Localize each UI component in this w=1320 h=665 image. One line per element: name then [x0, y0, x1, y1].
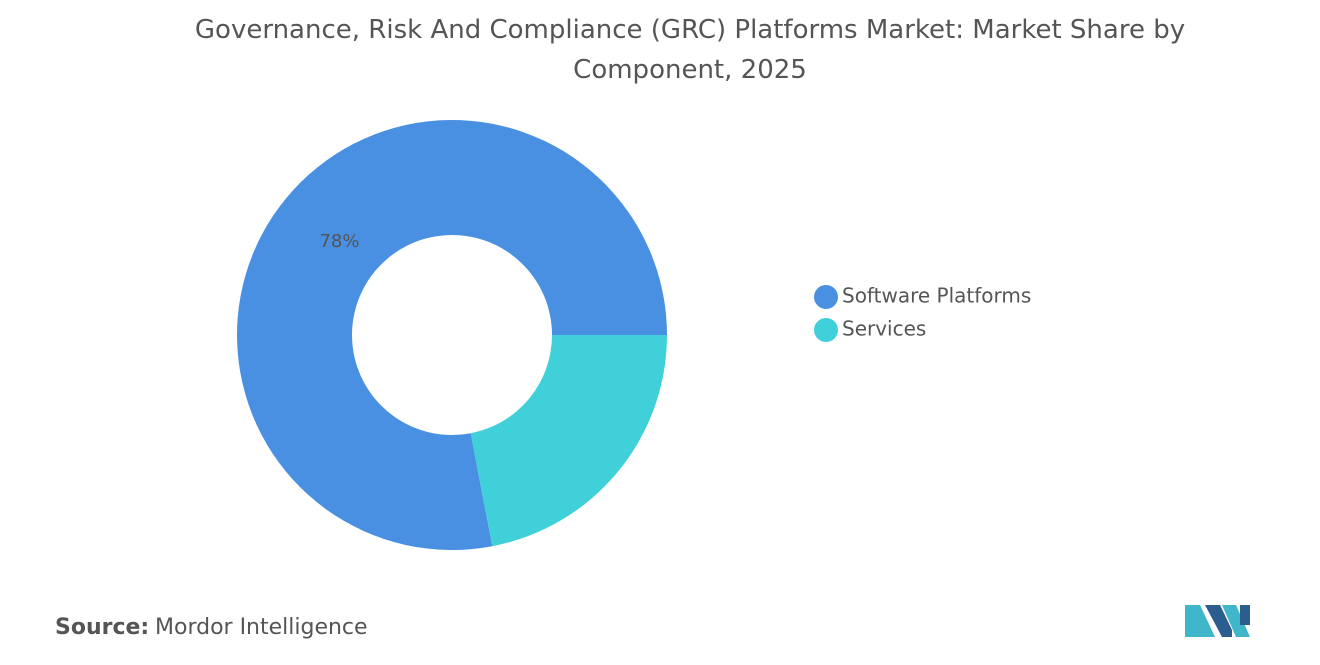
legend-marker — [814, 318, 838, 342]
source-text: Mordor Intelligence — [155, 615, 368, 640]
chart-title: Governance, Risk And Compliance (GRC) Pl… — [195, 15, 1185, 85]
logo — [1185, 605, 1250, 637]
data-label: 78% — [319, 231, 359, 252]
legend-marker — [814, 285, 838, 309]
legend-label: Software Platforms — [842, 284, 1031, 308]
legend-label: Services — [842, 317, 926, 341]
donut-slice — [470, 335, 667, 547]
source-label: Source: — [55, 615, 149, 640]
donut-slice — [237, 119, 667, 551]
